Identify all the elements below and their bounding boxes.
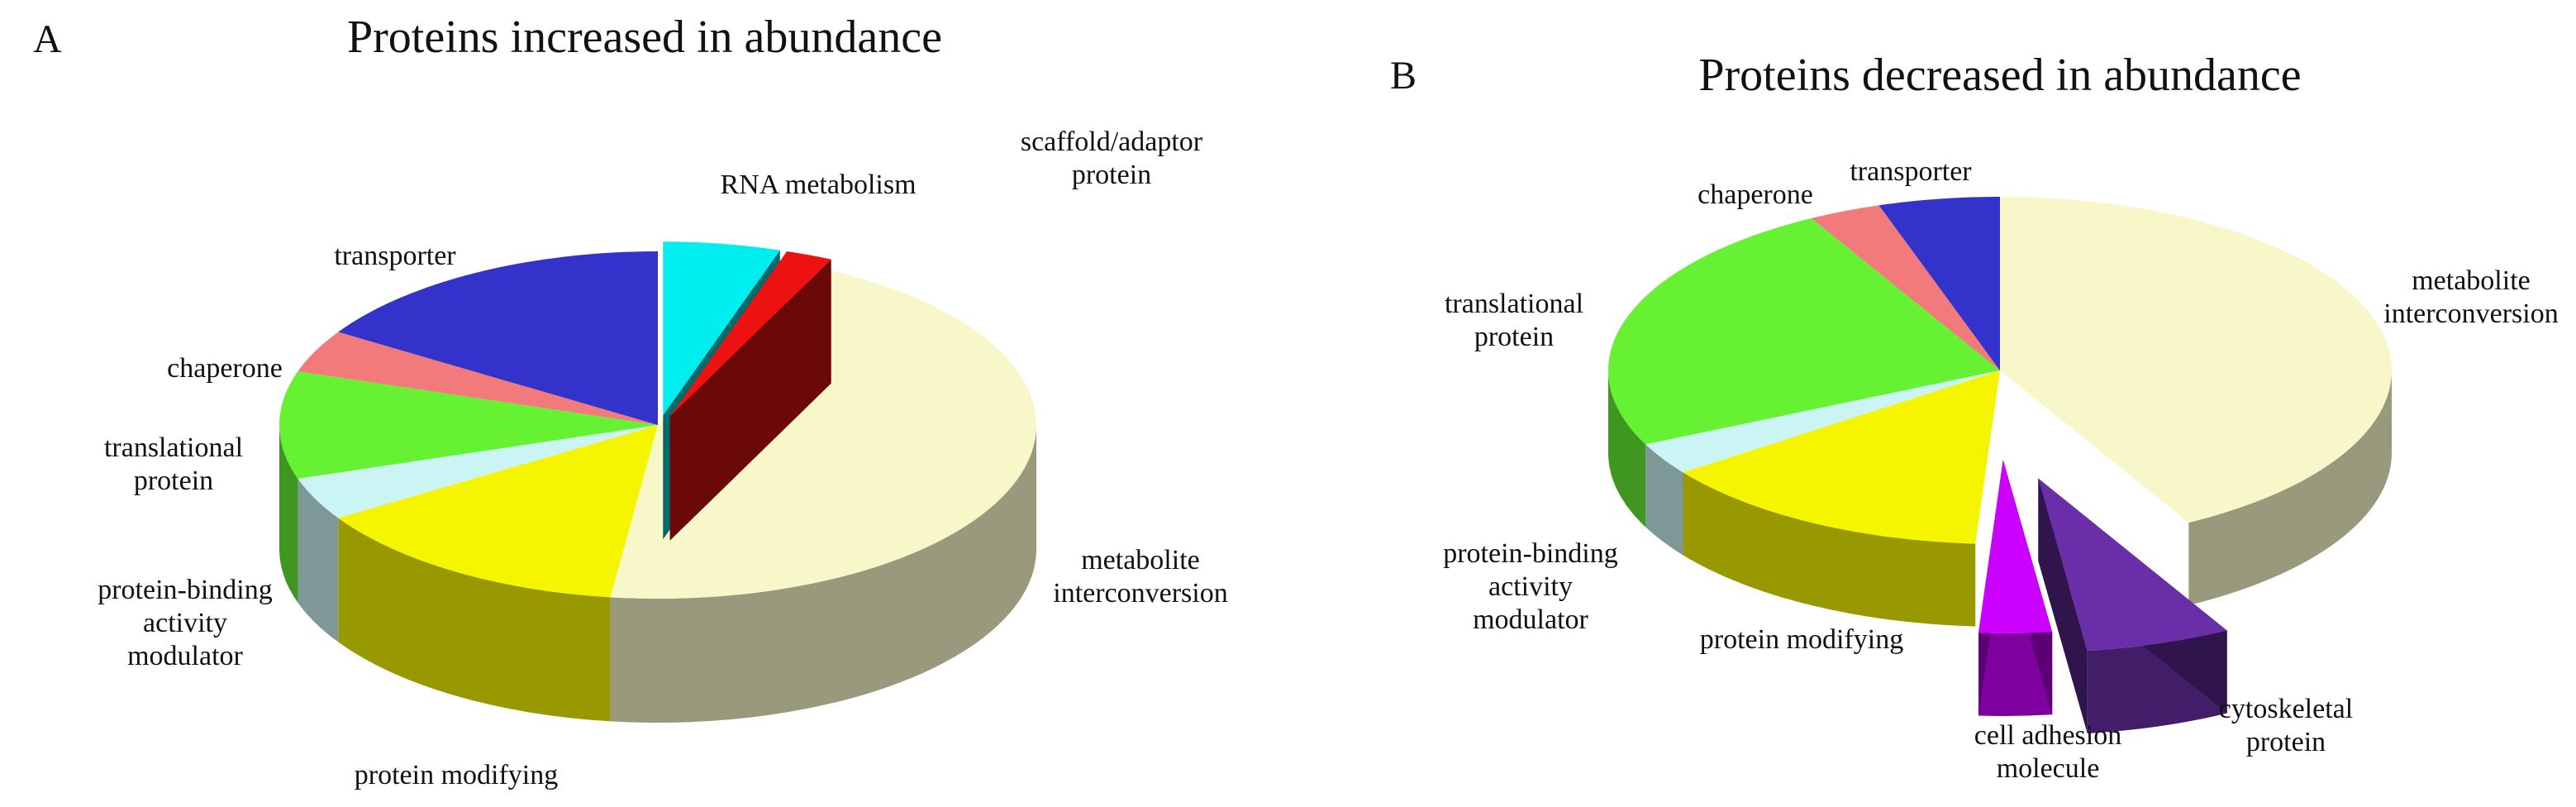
slice — [1608, 217, 2000, 445]
label-line: molecule — [1997, 753, 2100, 784]
slice — [1645, 370, 2000, 473]
slice — [669, 251, 831, 417]
label-line: translational — [104, 432, 243, 463]
slice — [1683, 370, 2000, 544]
panel-label: A — [33, 17, 62, 61]
label-line: interconversion — [2383, 298, 2559, 329]
label-line: modulator — [1473, 604, 1588, 635]
slice-side — [298, 478, 339, 642]
slice-cut — [2038, 478, 2088, 733]
label-line: chaperone — [1697, 179, 1813, 210]
slice — [298, 332, 658, 425]
label-line: protein — [134, 466, 213, 496]
slice — [1978, 459, 2053, 633]
panel-label: B — [1390, 54, 1417, 98]
slice-label: cell adhesion molecule — [1974, 720, 2121, 784]
slice — [1811, 205, 2000, 370]
chart-title: Proteins decreased in abundance — [1698, 50, 2301, 101]
label-line: protein-binding — [1443, 538, 1618, 569]
slice-side — [2188, 370, 2392, 606]
label-line: cell adhesion — [1974, 720, 2121, 751]
slice-label: protein modifying — [1700, 624, 1903, 655]
label-line: protein modifying — [1700, 624, 1903, 655]
slice-side — [1608, 370, 1646, 528]
slice-label: transporter — [1850, 156, 1972, 187]
label-line: transporter — [334, 241, 456, 271]
label-line: cytoskeletal — [2219, 694, 2353, 724]
slice-label: translational protein — [1445, 289, 1583, 352]
slice-side — [1683, 472, 1976, 627]
label-line: protein — [1072, 160, 1151, 190]
slice — [610, 267, 1036, 599]
label-line: RNA metabolism — [720, 170, 916, 200]
label-line: metabolite — [2412, 265, 2531, 296]
label-line: scaffold/adaptor — [1021, 127, 1203, 157]
slice-label: chaperone — [167, 353, 283, 384]
slice-side — [610, 425, 1036, 723]
slice-side — [279, 425, 298, 603]
label-line: protein — [1474, 322, 1554, 352]
slice-label: metabolite interconversion — [2383, 265, 2559, 329]
label-line: metabolite — [1081, 545, 1200, 575]
slice-label: RNA metabolism — [720, 170, 916, 200]
label-line: protein modifying — [355, 760, 558, 790]
slice — [663, 241, 780, 416]
slice-label: transporter — [334, 241, 456, 271]
slice-label: cytoskeletal protein — [2219, 694, 2353, 757]
slice-label: protein modifying — [355, 760, 558, 790]
slice — [279, 371, 658, 479]
label-line: protein-binding — [98, 575, 273, 605]
slice — [338, 251, 658, 425]
label-line: transporter — [1850, 156, 1972, 187]
slice-label: chaperone — [1697, 179, 1813, 210]
slice-label: translational protein — [104, 432, 243, 496]
chart-title: Proteins increased in abundance — [347, 12, 942, 63]
slice-label: protein-binding activity modulator — [1443, 538, 1618, 635]
label-line: protein — [2246, 727, 2326, 757]
slice — [2000, 197, 2392, 523]
label-line: activity — [1488, 571, 1573, 602]
slice-label: metabolite interconversion — [1053, 545, 1228, 609]
label-line: chaperone — [167, 353, 283, 384]
slice — [338, 425, 658, 598]
slice — [1878, 197, 2000, 370]
slice-side — [1978, 632, 2053, 716]
slice-side — [1645, 444, 1683, 556]
label-line: modulator — [127, 641, 243, 671]
slice — [2038, 478, 2227, 651]
slice — [298, 425, 658, 518]
slice-side — [338, 518, 611, 722]
label-line: interconversion — [1053, 578, 1228, 609]
slice-cut — [669, 259, 831, 541]
slice-label: scaffold/adaptor protein — [1021, 127, 1203, 190]
slice-label: protein-binding activity modulator — [98, 575, 273, 671]
label-line: activity — [143, 608, 227, 638]
label-line: translational — [1445, 289, 1583, 319]
